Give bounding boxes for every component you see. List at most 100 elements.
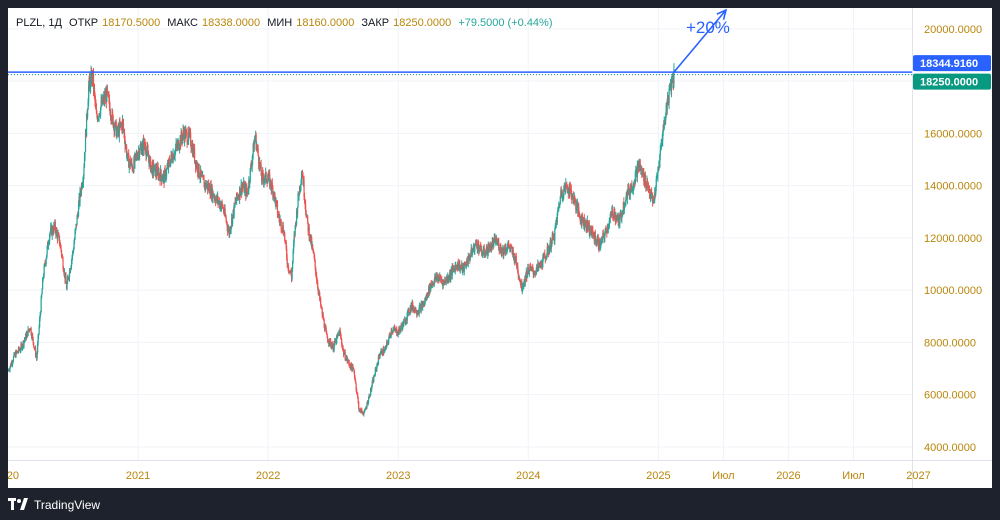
price-chart[interactable]: +20%20000.000018000.000016000.000014000.… [8,8,992,488]
candle-down [508,245,510,249]
candle-up [40,312,42,315]
tradingview-logo-text[interactable]: TradingView [34,498,101,512]
chart-area[interactable]: +20%20000.000018000.000016000.000014000.… [8,8,992,488]
candle-up [234,201,236,205]
candle-down [226,221,228,223]
candle-up [621,216,623,219]
candle-up [573,200,575,203]
candle-up [634,172,636,184]
candle-down [561,191,563,198]
candle-down [606,232,608,234]
candle-down [160,169,162,176]
candle-up [436,277,438,280]
candle-down [503,247,505,252]
candle-up [522,286,524,288]
candle-down [325,326,327,329]
y-tick-label: 4000.0000 [924,442,976,454]
candle-down [337,334,339,336]
candle-up [187,130,190,142]
annotation-label: +20% [686,18,730,37]
candle-up [49,232,51,235]
candle-down [136,153,138,157]
candle-up [233,203,235,216]
candle-up [397,334,399,336]
candle-down [612,209,614,216]
y-tick-label: 14000.0000 [924,181,982,193]
candle-down [109,106,111,115]
x-tick-label: 2024 [516,470,540,482]
candle-up [68,270,71,278]
candle-down [122,119,124,124]
candle-up [336,335,338,344]
candle-down [440,277,442,281]
candle-down [582,218,584,220]
candle-up [562,195,564,197]
candle-up [549,246,551,252]
candle-up [41,289,43,295]
candle-down [346,357,348,362]
candle-down [648,189,651,194]
candle-up [45,264,47,266]
candle-down [510,245,512,248]
candle-down [342,349,345,355]
candle-down [353,371,356,378]
candle-down [527,266,529,271]
candle-up [50,227,52,233]
candle-down [199,175,201,178]
candle-up [133,157,135,173]
candle-up [138,153,141,158]
candle-down [387,341,389,343]
candle-down [475,240,477,243]
candle-up [420,303,422,312]
candle-down [394,327,396,330]
candle-down [579,214,581,219]
candle-up [77,204,80,217]
candle-down [352,365,354,369]
candle-down [645,187,647,189]
tradingview-logo-icon[interactable] [8,497,28,514]
candle-up [100,107,102,115]
candle-down [123,132,126,141]
candle-down [242,185,244,187]
candle-up [363,410,365,413]
candle-down [383,348,385,354]
candle-down [553,233,555,241]
candle-down [587,220,589,229]
symbol-label[interactable]: PLZL, 1Д [16,17,62,29]
candle-down [447,276,449,281]
candle-down [574,197,576,199]
candle-down [307,216,309,223]
candle-down [302,176,304,185]
candle-down [203,178,205,180]
candle-down [481,251,483,256]
candle-up [126,156,128,158]
candle-up [673,68,675,83]
candle-down [614,211,616,219]
candle-down [180,132,183,138]
candle-up [506,247,508,251]
candle-up [298,195,300,197]
candle-up [170,154,172,160]
candle-down [290,271,292,276]
candle-up [632,185,634,190]
candle-down [190,132,192,146]
candle-up [328,343,330,345]
candle-up [655,178,657,187]
candle-up [162,174,164,180]
candle-down [492,241,494,243]
candle-down [224,208,226,216]
candle-up [608,225,610,228]
candle-down [107,92,110,97]
footer: TradingView [8,490,100,520]
chart-header: PLZL, 1Д ОТКР 18170.5000 МАКС 18338.0000 М… [16,17,557,29]
candle-down [332,343,334,352]
candle-up [649,193,652,197]
candle-up [347,361,349,363]
candle-down [477,242,479,246]
candle-up [74,231,76,239]
candle-up [373,376,375,383]
candle-up [329,338,331,344]
candle-up [71,252,74,258]
candle-up [657,172,659,177]
candle-up [174,150,176,156]
